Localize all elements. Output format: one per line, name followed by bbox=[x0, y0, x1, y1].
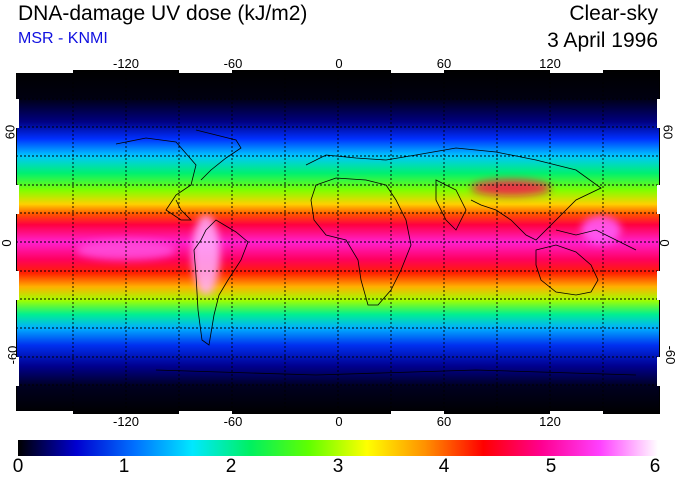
colorbar-label: 0 bbox=[12, 456, 24, 477]
sky-condition-label: Clear-sky bbox=[569, 2, 658, 25]
lon-tick-bottom-label: 60 bbox=[436, 414, 452, 429]
colorbar-label: 4 bbox=[438, 456, 450, 477]
lon-tick-top-label: 120 bbox=[539, 56, 561, 71]
graticule bbox=[16, 70, 660, 414]
colorbar-label: 2 bbox=[225, 456, 237, 477]
coastlines bbox=[115, 129, 637, 376]
colorbar-label: 1 bbox=[118, 456, 130, 477]
lon-tick-top-label: -120 bbox=[112, 56, 140, 71]
lon-tick-bottom-label: 120 bbox=[539, 414, 561, 429]
lon-tick-bottom-label: -60 bbox=[223, 414, 243, 429]
lat-tick-left-label: 0 bbox=[0, 239, 15, 247]
date-label: 3 April 1996 bbox=[547, 29, 658, 52]
colorbar-label: 5 bbox=[545, 456, 557, 477]
frame-ticks bbox=[16, 70, 660, 414]
lon-tick-top-label: 60 bbox=[436, 56, 452, 71]
uv-highlights bbox=[76, 180, 621, 295]
lon-tick-top-label: -60 bbox=[223, 56, 243, 71]
uv-dose-map bbox=[16, 70, 660, 414]
map-frame bbox=[16, 70, 660, 414]
lat-tick-left-label: 60 bbox=[2, 124, 18, 140]
lon-tick-bottom-label: -120 bbox=[112, 414, 140, 429]
lat-tick-right-label: -60 bbox=[662, 345, 678, 365]
colorbar-label: 3 bbox=[332, 456, 344, 477]
lat-tick-right-label: 60 bbox=[660, 124, 676, 140]
lat-tick-right-label: 0 bbox=[657, 239, 673, 247]
lon-tick-bottom-label: 0 bbox=[335, 414, 343, 429]
colorbar bbox=[18, 440, 658, 456]
colorbar-label: 6 bbox=[649, 456, 661, 477]
map-title: DNA-damage UV dose (kJ/m2) bbox=[18, 2, 308, 25]
map-subtitle: MSR - KNMI bbox=[18, 30, 108, 47]
lon-tick-top-label: 0 bbox=[335, 56, 343, 71]
